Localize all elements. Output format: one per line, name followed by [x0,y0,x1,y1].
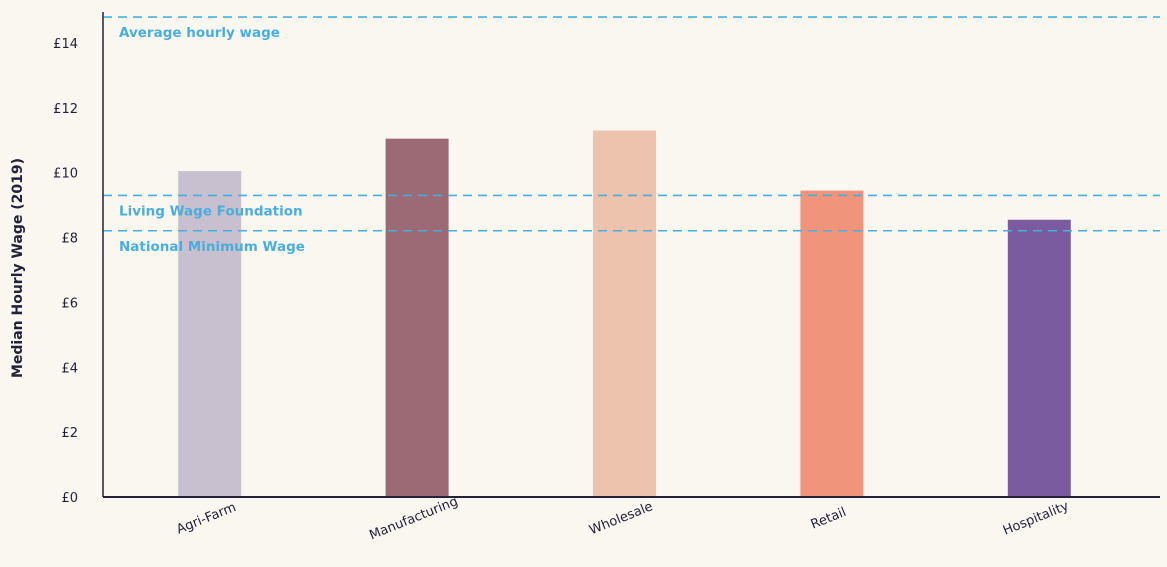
y-axis-title: Median Hourly Wage (2019) [10,158,26,378]
y-tick-label: £2 [61,426,78,441]
y-tick-label: £14 [53,37,78,52]
y-tick-label: £8 [61,232,78,247]
y-tick-label: £0 [61,491,78,506]
x-category-label: Hospitality [1001,499,1071,539]
x-category-label: Agri-Farm [174,500,238,537]
bar [593,130,656,498]
bar [178,171,242,498]
reference-line-label: National Minimum Wage [119,239,305,255]
y-tick-labels: £0 £2 £4 £6 £8 £10 £12 £14 [53,37,78,506]
y-tick-label: £4 [61,361,78,376]
bar [385,138,449,497]
x-category-label: Retail [809,505,849,533]
reference-line-label: Living Wage Foundation [119,203,303,219]
x-category-label: Wholesale [587,499,655,538]
x-category-labels: Agri-Farm Manufacturing Wholesale Retail Hos… [174,494,1071,543]
x-category-label: Manufacturing [367,494,460,543]
reference-lines-group: Average hourly wage Living Wage Foundatio… [103,16,1160,255]
reference-line-label: Average hourly wage [119,25,280,41]
bars-group [178,130,1071,498]
y-tick-label: £6 [61,296,78,311]
bar [800,190,864,498]
bar [1007,219,1071,497]
y-tick-label: £12 [53,102,78,117]
y-tick-label: £10 [53,167,78,182]
